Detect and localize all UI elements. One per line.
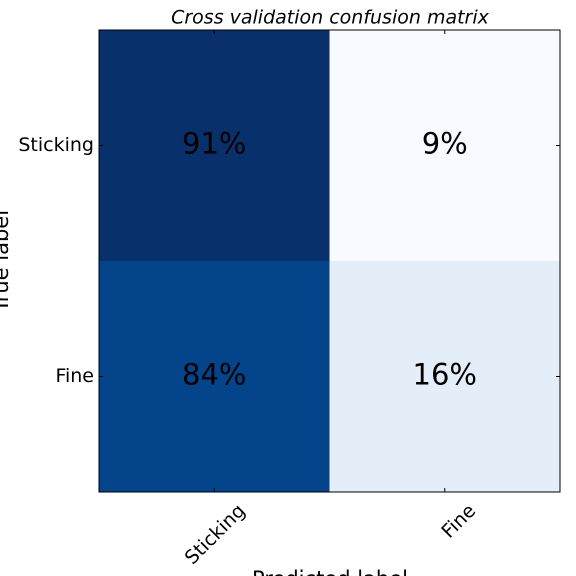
x-tick-label: Fine — [437, 500, 480, 543]
y-axis-label: True label — [0, 210, 13, 313]
cell-value-label: 84% — [182, 358, 246, 392]
x-axis-label: Predicted label — [252, 567, 408, 576]
heatmap-cell — [99, 261, 330, 492]
cell-value-label: 91% — [182, 127, 246, 161]
cell-value-label: 9% — [422, 127, 468, 161]
heatmap-cell — [329, 30, 560, 261]
heatmap-cell — [99, 30, 330, 261]
cell-value-label: 16% — [413, 358, 477, 392]
chart-title: Cross validation confusion matrix — [171, 7, 490, 29]
x-tick-label: Sticking — [181, 500, 250, 569]
heatmap-cell — [329, 261, 560, 492]
plot-frame — [98, 29, 561, 493]
y-tick-label: Sticking — [18, 134, 94, 156]
y-tick-label: Fine — [55, 365, 94, 387]
